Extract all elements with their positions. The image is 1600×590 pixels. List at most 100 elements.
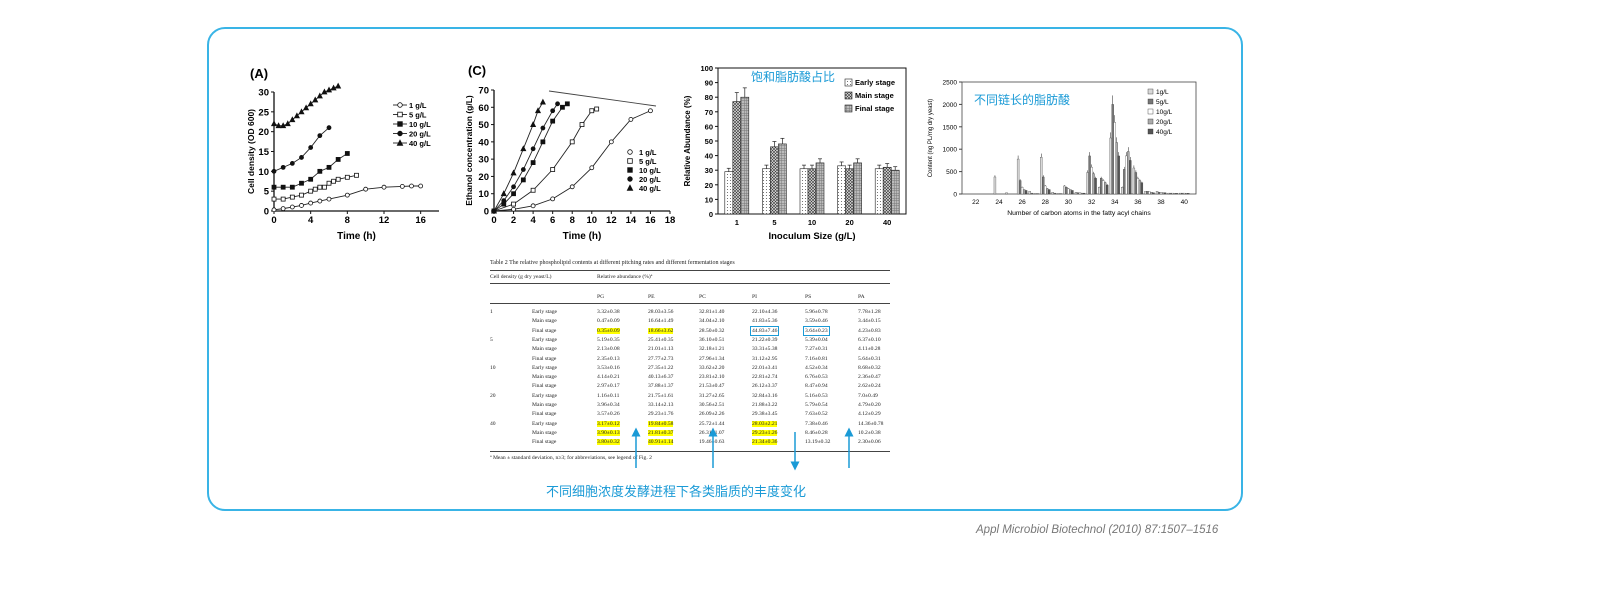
y-tick-label: 50 bbox=[705, 137, 713, 146]
bar bbox=[1030, 192, 1033, 195]
x-tick-label: 18 bbox=[665, 215, 676, 226]
bar bbox=[740, 96, 750, 215]
data-point bbox=[317, 184, 323, 190]
data-point bbox=[335, 82, 342, 89]
table-cell: Main stage bbox=[532, 402, 557, 408]
table-cell: 40 bbox=[490, 420, 496, 427]
y-axis-label: Content (ng PL/mg dry yeast) bbox=[928, 99, 934, 177]
table-cell: 40.13±6.37 bbox=[648, 374, 674, 381]
table-cell: Final stage bbox=[532, 355, 557, 362]
data-point bbox=[539, 98, 546, 105]
table-cell: 16.64±1.49 bbox=[648, 318, 674, 325]
data-point bbox=[299, 155, 304, 160]
table-cell: 5.64±0.31 bbox=[858, 355, 881, 362]
bar bbox=[1155, 191, 1159, 195]
y-tick-label: 60 bbox=[478, 103, 489, 114]
data-point bbox=[284, 120, 291, 127]
data-point bbox=[316, 92, 323, 99]
table-cell: 6.37±0.10 bbox=[858, 336, 881, 343]
y-tick-label: 0 bbox=[709, 210, 713, 219]
data-point bbox=[490, 207, 498, 214]
table-cell: 26.09±2.26 bbox=[699, 411, 725, 418]
data-point bbox=[280, 122, 287, 129]
y-tick-label: 2500 bbox=[943, 80, 958, 87]
bar bbox=[1094, 178, 1097, 195]
legend-label: 1 g/L bbox=[409, 101, 427, 110]
table-cell: Final stage bbox=[532, 411, 557, 418]
data-point bbox=[550, 118, 556, 124]
legend-marker bbox=[626, 184, 634, 191]
series-20-g-l bbox=[271, 125, 332, 174]
y-tick-label: 70 bbox=[705, 108, 713, 117]
bar bbox=[1076, 192, 1080, 195]
table-cell: 22.01±3.41 bbox=[752, 364, 778, 371]
data-point bbox=[275, 122, 282, 129]
table-cell: 8.47±0.94 bbox=[805, 383, 828, 390]
data-point bbox=[520, 167, 526, 172]
table-cell: 37.88±1.37 bbox=[648, 383, 674, 390]
figure-frame bbox=[207, 27, 1243, 511]
legend-label: 40 g/L bbox=[639, 184, 661, 193]
legend-marker bbox=[397, 130, 403, 137]
table-cell: 32.81±1.40 bbox=[699, 309, 725, 315]
data-point bbox=[550, 196, 556, 202]
data-point bbox=[271, 184, 277, 190]
x-tick-label: 40 bbox=[1181, 199, 1189, 206]
bar bbox=[1134, 172, 1138, 195]
column-header: PI bbox=[752, 294, 757, 300]
bar bbox=[1024, 190, 1028, 195]
table-cell: 3.57±0.26 bbox=[597, 411, 620, 418]
y-axis-label: Ethanol concentration (g/L) bbox=[464, 95, 474, 206]
table-cell: 4.79±0.20 bbox=[858, 402, 881, 408]
x-axis-label: Inoculum Size (g/L) bbox=[768, 231, 855, 242]
bar bbox=[732, 101, 742, 215]
column-header: Cell density (g dry yeast/L) bbox=[490, 274, 552, 280]
table-cell: Early stage bbox=[532, 364, 558, 371]
table-cell: 4.52±0.34 bbox=[805, 364, 828, 371]
table-cell: 8.68±0.32 bbox=[858, 364, 881, 371]
bar bbox=[1086, 172, 1089, 195]
table-cell: Main stage bbox=[532, 318, 557, 325]
data-point bbox=[344, 151, 350, 156]
bar bbox=[1098, 187, 1101, 195]
column-header: PS bbox=[805, 294, 812, 300]
table-cell: 2.97±0.17 bbox=[597, 383, 620, 390]
bar bbox=[1022, 189, 1026, 195]
bar bbox=[1069, 189, 1072, 195]
table-cell: 2.13±0.08 bbox=[597, 346, 620, 353]
legend-label: 40g/L bbox=[1156, 129, 1173, 136]
column-header: PA bbox=[858, 294, 865, 300]
bar bbox=[1175, 193, 1178, 195]
bar bbox=[1074, 192, 1078, 195]
legend-swatch bbox=[844, 78, 853, 87]
data-point bbox=[280, 184, 286, 190]
panel-label: (C) bbox=[468, 63, 486, 78]
data-point bbox=[530, 160, 536, 165]
legend-swatch bbox=[1147, 128, 1154, 135]
table-cell: 21.01±1.13 bbox=[648, 346, 674, 353]
table-cell: Main stage bbox=[532, 346, 557, 353]
bar bbox=[1005, 192, 1008, 195]
legend-swatch bbox=[1147, 108, 1154, 115]
bar bbox=[1138, 180, 1142, 195]
bar bbox=[1187, 193, 1190, 195]
data-point bbox=[511, 191, 516, 197]
bar bbox=[770, 146, 779, 215]
bar bbox=[1090, 166, 1093, 195]
bar bbox=[1117, 155, 1120, 195]
bar bbox=[1140, 182, 1144, 195]
legend-marker bbox=[397, 121, 403, 127]
column-header: PC bbox=[699, 294, 706, 300]
citation: Appl Microbiol Biotechnol (2010) 87:1507… bbox=[976, 524, 1219, 536]
legend-marker bbox=[627, 158, 633, 164]
data-point bbox=[530, 121, 537, 127]
table-annotation: 不同细胞浓度发酵进程下各类脂质的丰度变化 bbox=[546, 484, 807, 499]
table-cell: 13.19±0.32 bbox=[805, 439, 831, 446]
data-point bbox=[322, 184, 327, 190]
bar bbox=[1115, 142, 1118, 195]
table-cell: 5.19±0.35 bbox=[597, 336, 620, 343]
legend-label: 5g/L bbox=[1156, 99, 1169, 106]
table-cell: 31.12±2.95 bbox=[752, 355, 778, 362]
chart-annotation: 饱和脂肪酸占比 bbox=[751, 69, 835, 84]
data-point bbox=[589, 165, 595, 171]
